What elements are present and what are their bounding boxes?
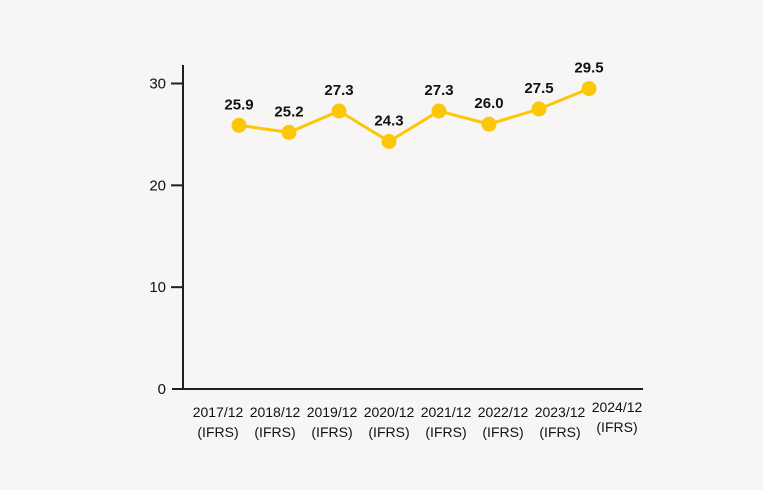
x-tick-label-period: 2023/12	[535, 404, 586, 420]
data-point-label: 27.5	[524, 80, 553, 97]
data-point-label: 27.3	[324, 82, 353, 99]
x-tick-label-basis: (IFRS)	[254, 424, 295, 440]
x-tick-label-basis: (IFRS)	[425, 424, 466, 440]
data-point-marker	[581, 81, 597, 97]
data-point-label: 29.5	[574, 60, 603, 77]
x-tick-label-period: 2020/12	[364, 404, 415, 420]
data-point-marker	[431, 103, 447, 119]
data-point-label: 26.0	[474, 95, 503, 112]
data-point-marker	[281, 124, 297, 140]
x-tick-label-basis: (IFRS)	[197, 424, 238, 440]
y-tick-label: 10	[149, 279, 166, 296]
data-point-marker	[231, 117, 247, 133]
data-point-label: 24.3	[374, 113, 403, 130]
x-tick-label-basis: (IFRS)	[539, 424, 580, 440]
x-tick-label-basis: (IFRS)	[596, 419, 637, 435]
data-point-label: 25.2	[274, 103, 303, 120]
y-tick-label: 30	[149, 76, 166, 93]
x-tick-label-basis: (IFRS)	[482, 424, 523, 440]
x-tick-label-period: 2021/12	[421, 404, 472, 420]
x-tick-label-period: 2018/12	[250, 404, 301, 420]
data-point-marker	[331, 103, 347, 119]
series-line	[237, 87, 591, 143]
y-tick-label: 0	[158, 381, 166, 398]
x-tick-label-period: 2017/12	[193, 404, 244, 420]
data-point-marker	[531, 101, 547, 117]
y-tick-label: 20	[149, 177, 166, 194]
x-tick-label-period: 2022/12	[478, 404, 529, 420]
x-tick-label-period: 2019/12	[307, 404, 358, 420]
data-point-marker	[381, 134, 397, 149]
x-tick-label-basis: (IFRS)	[311, 424, 352, 440]
data-point-marker	[481, 116, 497, 132]
x-tick-label-period: 2024/12	[592, 399, 643, 415]
data-point-label: 25.9	[224, 96, 253, 113]
x-tick-label-basis: (IFRS)	[368, 424, 409, 440]
data-point-label: 27.3	[424, 82, 453, 99]
